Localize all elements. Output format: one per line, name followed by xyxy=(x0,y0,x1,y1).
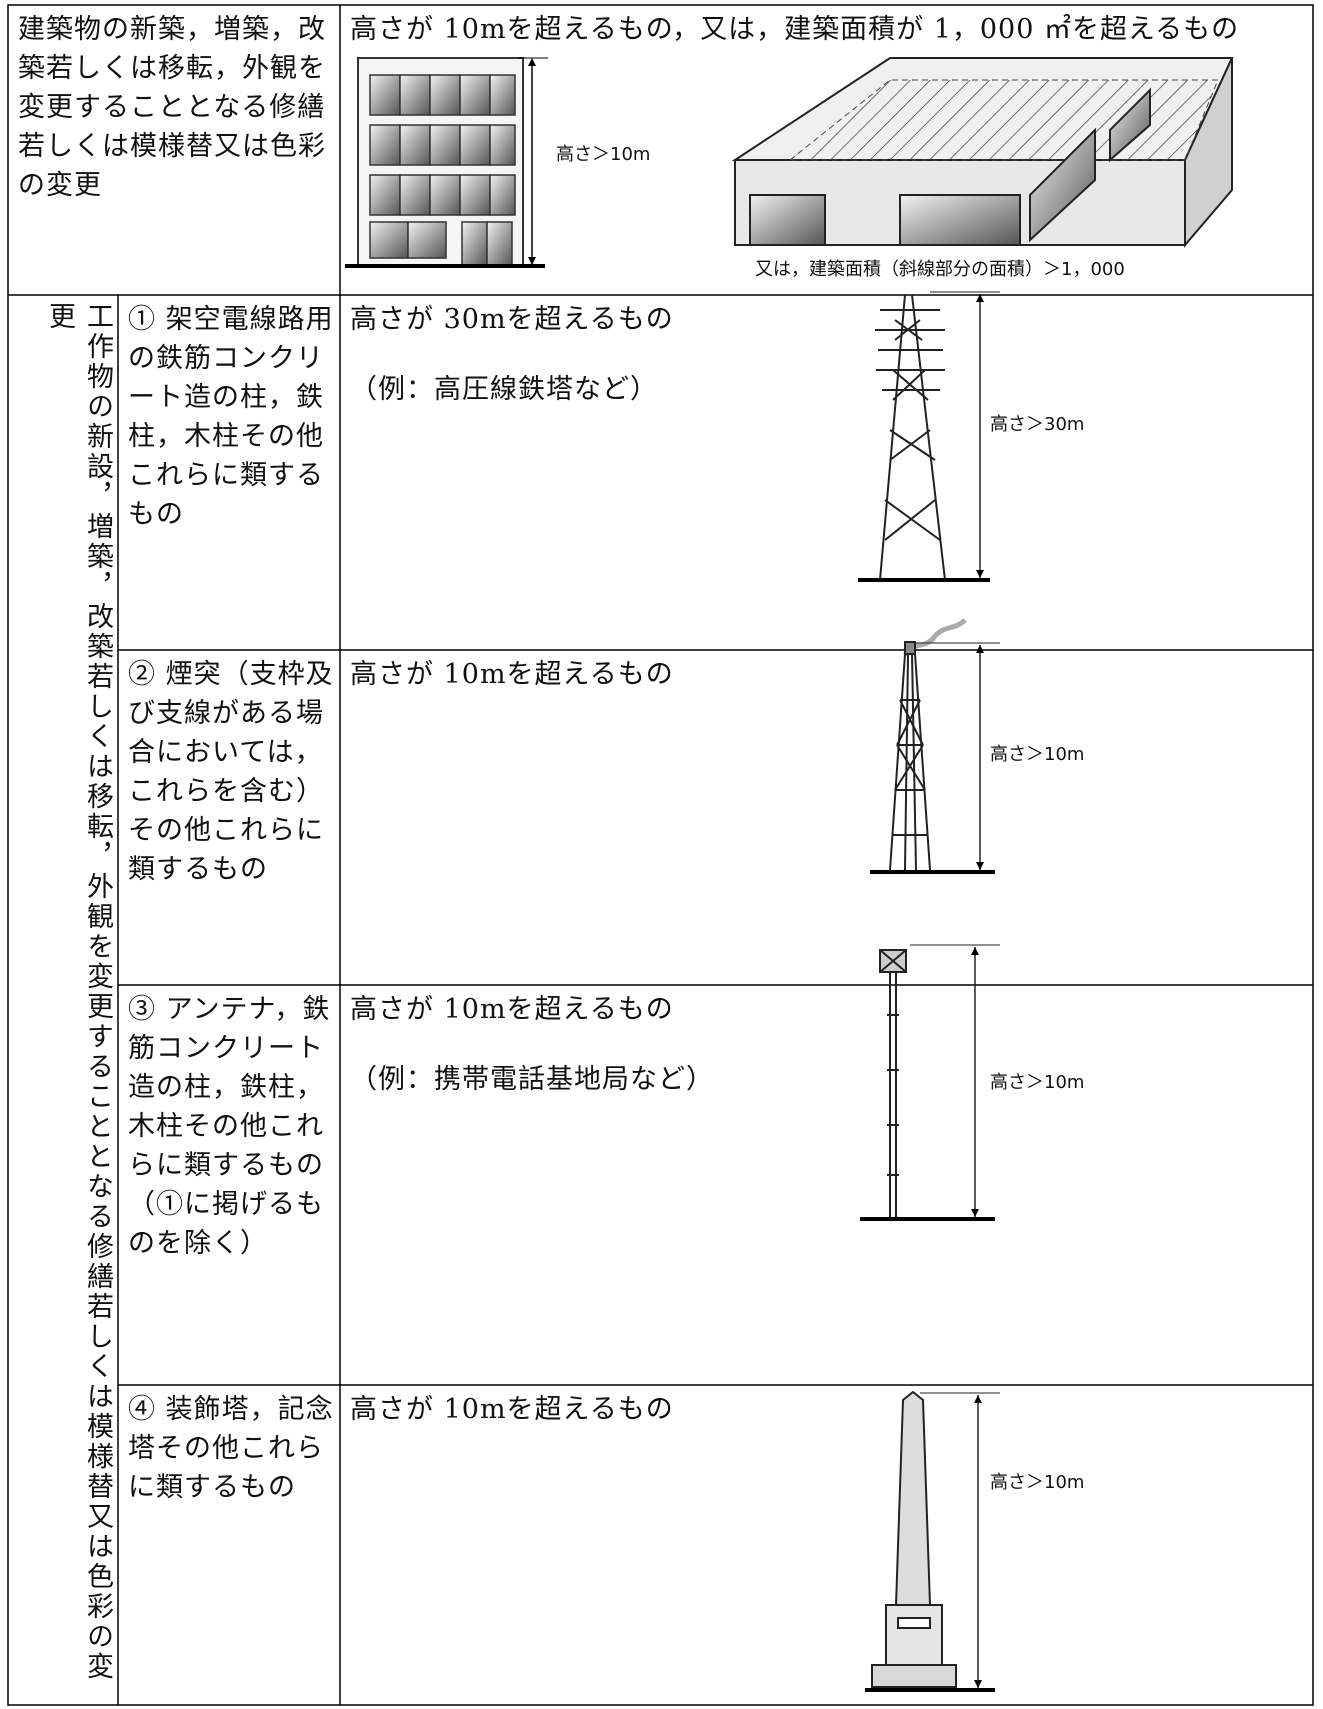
height-label: 高さ＞10m xyxy=(990,744,1085,765)
warehouse-illustration xyxy=(731,57,1234,248)
target-text: ④ 装飾塔，記念塔その他これらに類するもの xyxy=(128,1394,334,1503)
target-text: ③ アンテナ，鉄筋コンクリート造の柱，鉄柱，木柱その他これらに類するもの（①に掲… xyxy=(128,994,331,1259)
criteria-text: 高さが 10mを超えるもの xyxy=(350,994,674,1025)
group-label: 工作物の新設，増築，改築若しくは移転，外観を変更することとなる修繕若しくは模様替… xyxy=(44,302,113,1682)
obelisk-illustration xyxy=(865,1390,1000,1692)
area-label: 又は，建築面積（斜線部分の面積）＞1，000 xyxy=(755,259,1125,280)
example-text: （例：高圧線鉄塔など） xyxy=(350,374,658,405)
target-text: ① 架空電線路用の鉄筋コンクリート造の柱，鉄柱，木柱その他これらに類するもの xyxy=(128,304,334,530)
height-label: 高さ＞10m xyxy=(990,1472,1085,1493)
chimney-illustration xyxy=(870,618,1000,874)
criteria-text: 高さが 10mを超えるもの xyxy=(350,1394,674,1425)
criteria-text: 高さが 10mを超えるもの xyxy=(350,659,674,690)
example-text: （例：携帯電話基地局など） xyxy=(350,1064,714,1095)
pylon-illustration xyxy=(858,291,1000,582)
target-text: ② 煙突（支枠及び支線がある場合においては，これらを含む）その他これらに類するも… xyxy=(128,659,334,885)
height-label: 高さ＞30m xyxy=(990,414,1085,435)
criteria-text: 高さが 30mを超えるもの xyxy=(350,304,674,335)
height-label: 高さ＞10m xyxy=(990,1072,1085,1093)
antenna-illustration xyxy=(860,944,1000,1221)
table-borders xyxy=(7,4,1314,1706)
building-illustration xyxy=(345,57,548,268)
target-text: 建築物の新築，増築，改築若しくは移転，外観を変更することとなる修繕若しくは模様替… xyxy=(18,14,326,201)
height-label: 高さ＞10m xyxy=(556,144,651,165)
criteria-text: 高さが 10mを超えるもの，又は，建築面積が 1，000 ㎡を超えるもの xyxy=(350,14,1240,45)
